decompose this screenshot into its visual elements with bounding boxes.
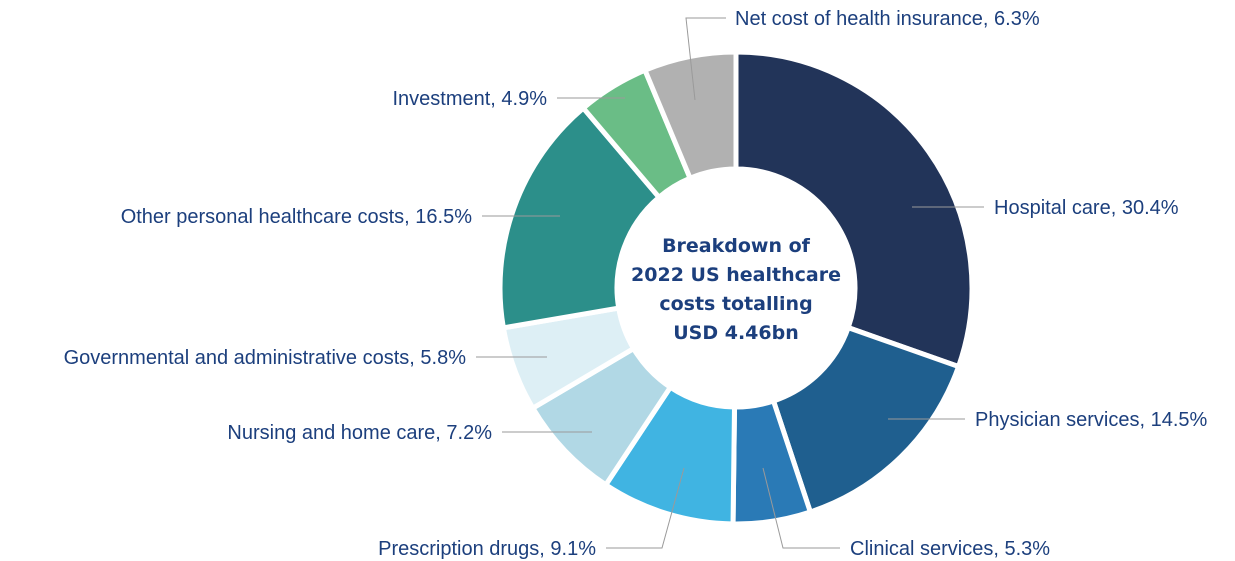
- center-title-line-4: USD 4.46bn: [673, 322, 799, 344]
- label-hospital-care: Hospital care, 30.4%: [994, 197, 1179, 219]
- center-title-line-1: Breakdown of: [662, 235, 811, 257]
- leader-line-clinical-services: [762, 467, 840, 549]
- label-clinical-services: Clinical services, 5.3%: [850, 538, 1050, 560]
- label-prescription-drugs: Prescription drugs, 9.1%: [378, 538, 596, 560]
- center-title-line-2: 2022 US healthcare: [631, 264, 841, 286]
- slice-hospital-care: [733, 49, 975, 370]
- slice-physician-services: [770, 324, 962, 516]
- label-governmental-and-administrative-costs: Governmental and administrative costs, 5…: [64, 347, 467, 369]
- leader-line-prescription-drugs: [606, 467, 685, 549]
- slice-labels: Hospital care, 30.4% Physician services, …: [64, 8, 1208, 560]
- slice-net-cost-of-health-insurance: [641, 49, 739, 182]
- label-net-cost-of-health-insurance: Net cost of health insurance, 6.3%: [735, 8, 1040, 30]
- leader-line-net-cost-of-health-insurance: [685, 17, 726, 101]
- label-physician-services: Physician services, 14.5%: [975, 409, 1208, 431]
- label-nursing-and-home-care: Nursing and home care, 7.2%: [227, 422, 492, 444]
- leader-lines: [476, 17, 984, 549]
- slices: [497, 49, 975, 527]
- center-title-line-3: costs totalling: [659, 293, 812, 315]
- label-other-personal-healthcare-costs: Other personal healthcare costs, 16.5%: [121, 206, 473, 228]
- slice-other-personal-healthcare-costs: [497, 104, 663, 331]
- label-investment: Investment, 4.9%: [392, 88, 547, 110]
